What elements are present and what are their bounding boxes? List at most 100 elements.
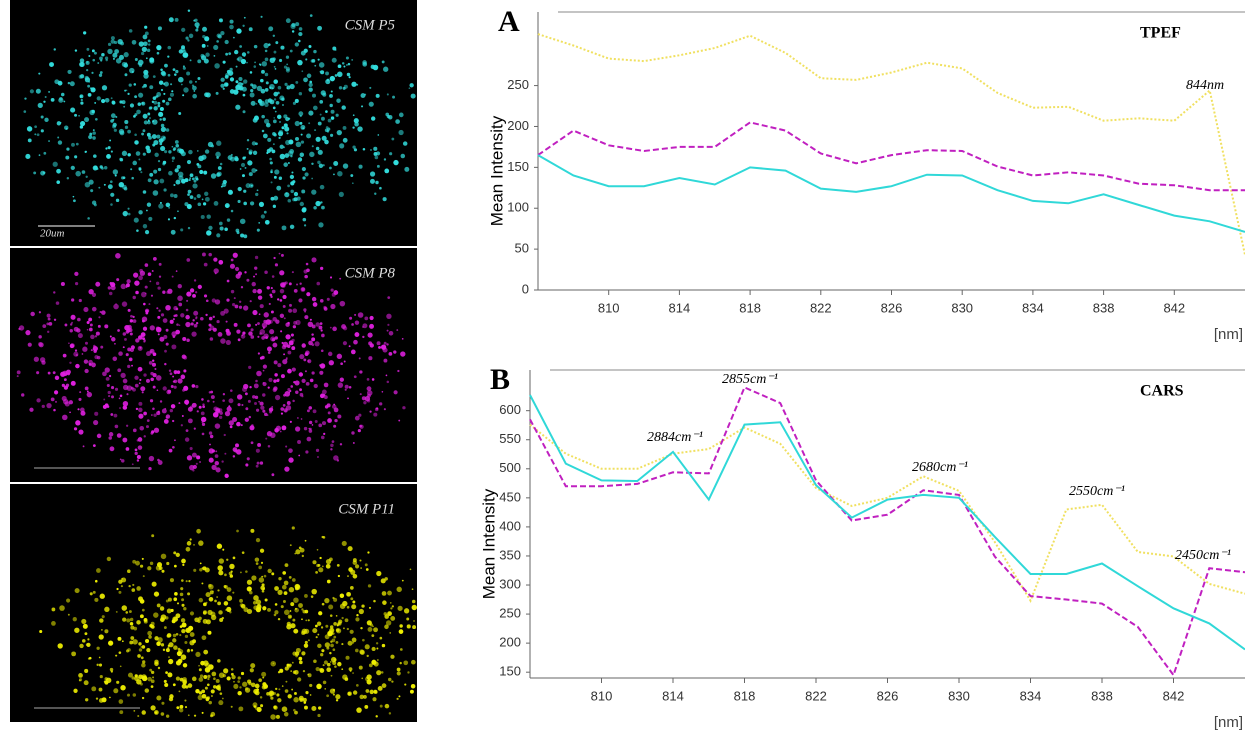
cell-dot — [133, 114, 136, 118]
cell-dot — [291, 22, 296, 28]
cell-dot — [212, 315, 215, 319]
cell-dot — [98, 663, 103, 667]
cell-dot — [320, 626, 324, 629]
cell-dot — [264, 118, 270, 124]
cell-dot — [167, 658, 174, 665]
cell-dot — [270, 181, 273, 184]
cell-dot — [368, 356, 373, 361]
cell-dot — [87, 217, 90, 220]
cell-dot — [400, 351, 406, 357]
cell-dot — [297, 59, 303, 66]
cell-dot — [241, 551, 245, 554]
cell-dot — [111, 386, 115, 390]
cell-dot — [287, 350, 292, 355]
cell-dot — [251, 84, 257, 90]
cell-dot — [108, 432, 114, 437]
cell-dot — [376, 164, 380, 168]
cell-dot — [167, 597, 172, 602]
cell-dot — [185, 308, 189, 312]
cell-dot — [311, 296, 317, 302]
cell-dot — [339, 377, 344, 382]
cell-dot — [121, 176, 125, 180]
cell-dot — [352, 573, 358, 579]
cell-dot — [381, 683, 387, 688]
cell-dot — [309, 151, 315, 158]
cell-dot — [133, 217, 139, 223]
cell-dot — [381, 60, 385, 64]
cell-dot — [410, 683, 416, 689]
cell-dot — [386, 380, 390, 384]
cell-dot — [186, 455, 193, 461]
cell-dot — [218, 570, 224, 576]
cell-dot — [274, 610, 279, 615]
cell-dot — [289, 420, 292, 423]
cell-dot — [203, 649, 209, 655]
cell-dot — [308, 110, 314, 116]
cell-dot — [330, 443, 334, 448]
cell-dot — [319, 556, 322, 560]
cell-dot — [162, 318, 168, 323]
cell-dot — [372, 64, 379, 71]
cell-dot — [329, 75, 336, 82]
cell-dot — [92, 590, 96, 594]
cell-dot — [337, 170, 343, 177]
cell-dot — [275, 100, 280, 105]
cell-dot — [124, 73, 128, 77]
cell-dot — [365, 689, 370, 693]
cell-dot — [351, 637, 357, 643]
cell-dot — [210, 689, 215, 694]
cell-dot — [373, 152, 378, 156]
cell-dot — [362, 335, 365, 339]
cell-dot — [34, 125, 37, 129]
cell-dot — [130, 345, 135, 350]
cell-dot — [334, 418, 338, 423]
cell-dot — [373, 690, 378, 694]
cell-dot — [157, 410, 160, 413]
cell-dot — [385, 374, 388, 377]
cell-dot — [304, 705, 308, 710]
cell-dot — [281, 706, 288, 712]
cell-dot — [148, 135, 152, 140]
cell-dot — [282, 599, 286, 603]
cell-dot — [375, 715, 378, 718]
cell-dot — [197, 619, 201, 623]
cell-dot — [208, 252, 212, 257]
cell-dot — [125, 283, 130, 288]
series-line — [537, 121, 1245, 192]
cell-dot — [67, 69, 72, 75]
cell-dot — [127, 212, 131, 216]
cell-dot — [326, 403, 331, 408]
cell-dot — [182, 94, 185, 97]
cell-dot — [201, 422, 206, 426]
cell-dot — [331, 440, 335, 443]
cell-dot — [145, 638, 150, 643]
cell-dot — [67, 372, 70, 376]
cell-dot — [238, 305, 243, 309]
cell-dot — [197, 284, 202, 290]
cell-dot — [213, 201, 219, 206]
cell-dot — [321, 205, 325, 210]
cell-dot — [285, 358, 288, 361]
cell-dot — [144, 285, 148, 289]
cell-dot — [288, 391, 291, 394]
cell-dot — [311, 324, 316, 329]
cell-dot — [406, 617, 410, 621]
cell-dot — [315, 624, 318, 628]
cell-dot — [303, 224, 307, 227]
cell-dot — [84, 368, 89, 374]
cell-dot — [366, 620, 372, 626]
cell-dot — [323, 432, 326, 435]
cell-dot — [90, 334, 95, 340]
cell-dot — [386, 343, 389, 346]
cell-dot — [114, 424, 119, 429]
cell-dot — [338, 662, 341, 665]
cell-dot — [352, 126, 355, 129]
x-tick-label: 842 — [1163, 300, 1185, 315]
cell-dot — [119, 157, 124, 162]
cell-dot — [250, 663, 256, 669]
cell-dot — [164, 150, 168, 154]
cell-dot — [261, 69, 265, 74]
cell-dot — [109, 641, 112, 644]
cell-dot — [189, 59, 192, 62]
cell-dot — [266, 148, 271, 154]
